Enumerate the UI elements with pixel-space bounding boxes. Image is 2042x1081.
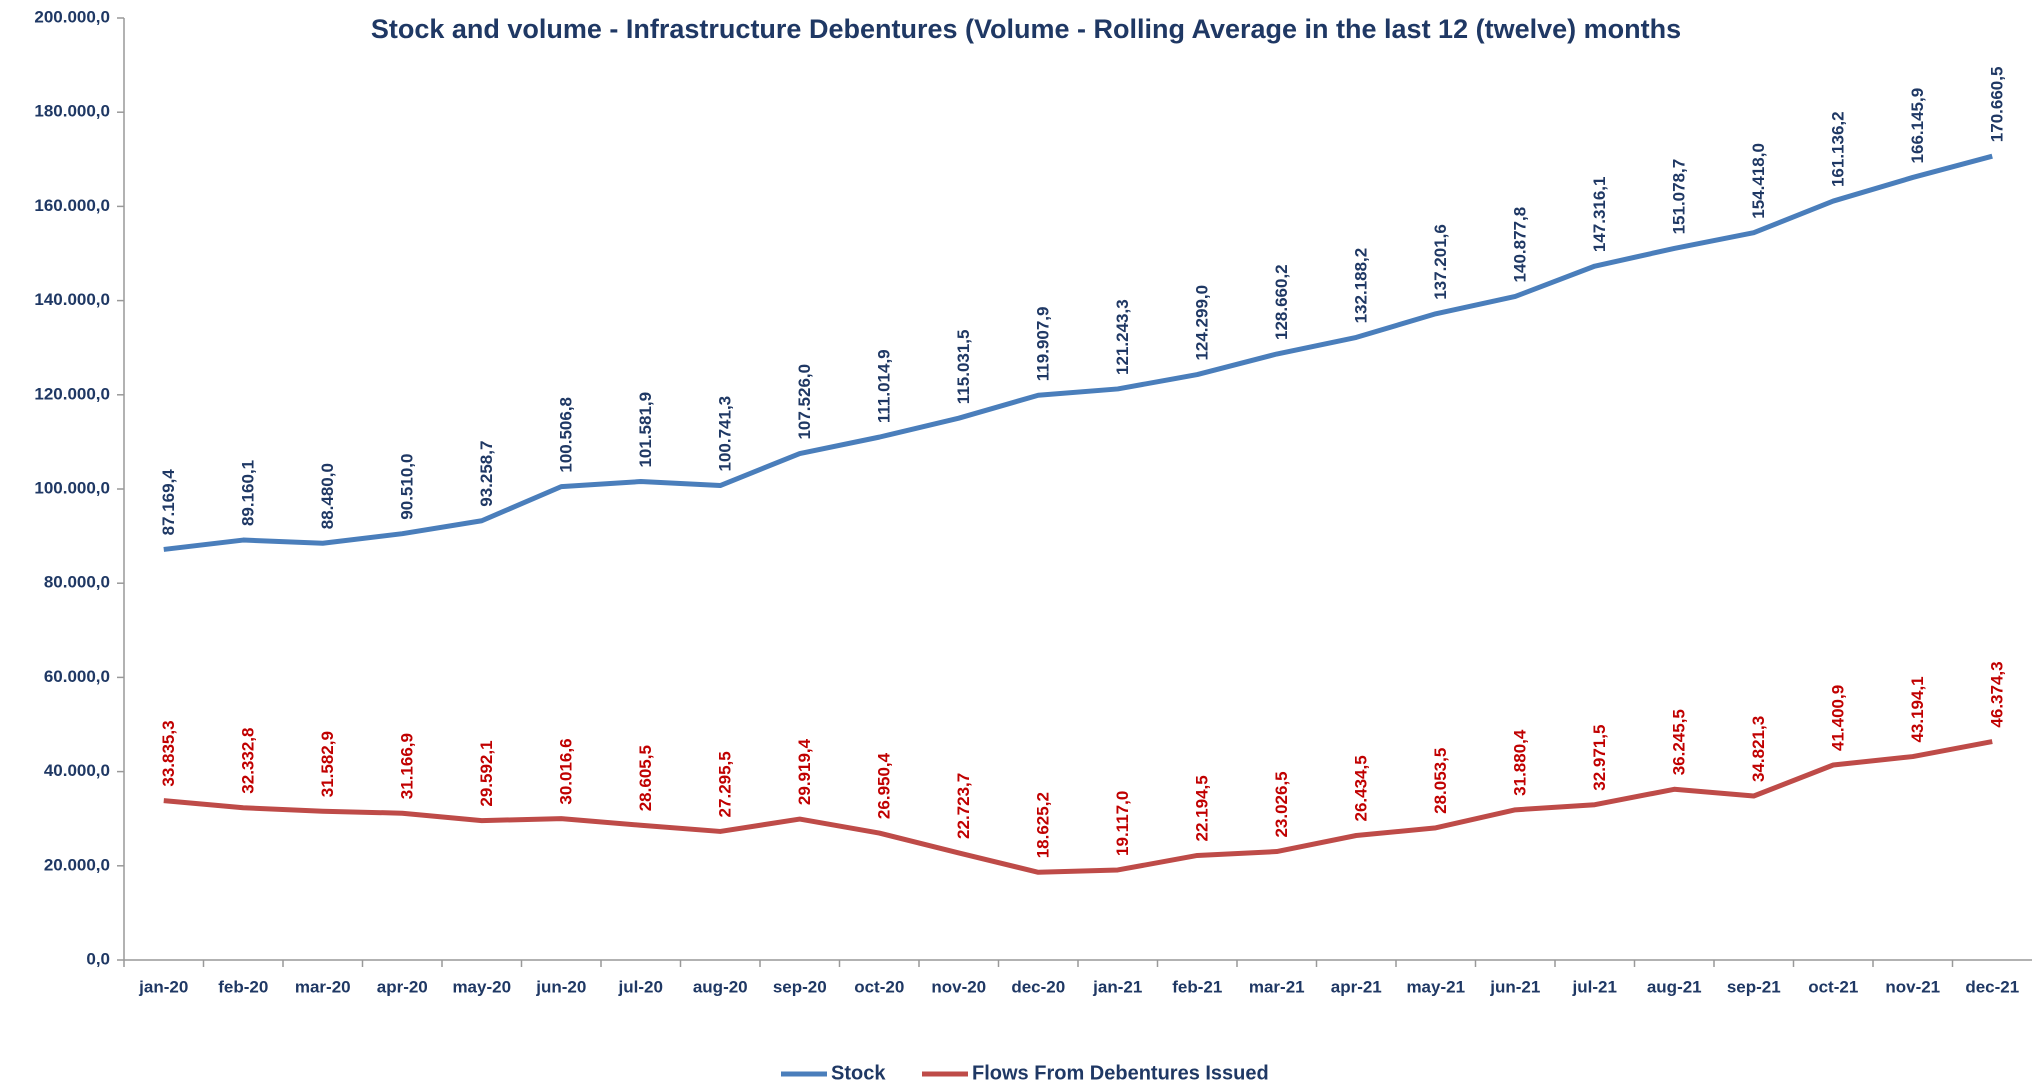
data-label: 101.581,9	[636, 392, 655, 468]
data-label: 100.741,3	[716, 396, 735, 472]
data-label: 154.418,0	[1749, 143, 1768, 219]
data-label: 27.295,5	[716, 751, 735, 817]
x-tick-label: aug-20	[693, 977, 748, 996]
data-label: 19.117,0	[1113, 791, 1132, 856]
data-label: 43.194,1	[1908, 676, 1927, 742]
data-label: 29.919,4	[795, 738, 814, 805]
data-label: 26.950,4	[875, 752, 894, 819]
data-label: 170.660,5	[1988, 67, 2007, 143]
data-label: 22.723,7	[954, 773, 973, 839]
x-tick-label: may-21	[1406, 977, 1465, 996]
data-label: 100.506,8	[557, 397, 576, 473]
data-label: 33.835,3	[159, 720, 178, 786]
y-tick-label: 60.000,0	[44, 667, 110, 686]
x-tick-label: nov-21	[1885, 977, 1940, 996]
data-label: 31.582,9	[318, 731, 337, 797]
y-tick-label: 120.000,0	[34, 384, 110, 403]
x-tick-label: feb-20	[218, 977, 268, 996]
data-label: 121.243,3	[1113, 299, 1132, 375]
data-label: 36.245,5	[1670, 709, 1689, 775]
y-tick-label: 180.000,0	[34, 102, 110, 121]
data-label: 93.258,7	[477, 441, 496, 507]
data-label: 140.877,8	[1511, 207, 1530, 283]
y-tick-label: 100.000,0	[34, 478, 110, 497]
x-tick-label: apr-21	[1331, 977, 1382, 996]
data-label: 32.971,5	[1590, 725, 1609, 791]
data-label: 124.299,0	[1193, 285, 1212, 361]
data-label: 147.316,1	[1590, 177, 1609, 253]
series-line	[163, 153, 1993, 552]
y-tick-label: 20.000,0	[44, 855, 110, 874]
y-tick-label: 160.000,0	[34, 196, 110, 215]
x-tick-label: sep-20	[773, 977, 827, 996]
data-label: 28.053,5	[1431, 748, 1450, 814]
legend-label: Flows From Debentures Issued	[972, 1062, 1269, 1081]
data-label: 46.374,3	[1988, 661, 2007, 727]
x-tick-label: apr-20	[377, 977, 428, 996]
data-label: 107.526,0	[795, 364, 814, 440]
x-tick-label: jan-20	[138, 977, 188, 996]
x-tick-label: feb-21	[1172, 977, 1222, 996]
data-label: 89.160,1	[239, 460, 258, 526]
data-label: 87.169,4	[159, 469, 178, 536]
data-label: 119.907,9	[1034, 307, 1053, 382]
x-tick-label: mar-20	[295, 977, 351, 996]
y-tick-label: 140.000,0	[34, 290, 110, 309]
legend-label: Stock	[831, 1062, 886, 1081]
x-tick-label: nov-20	[931, 977, 986, 996]
data-label: 137.201,6	[1431, 224, 1450, 300]
data-label: 115.031,5	[954, 329, 973, 404]
x-tick-label: jun-21	[1489, 977, 1540, 996]
data-label: 23.026,5	[1272, 771, 1291, 837]
data-label: 22.194,5	[1193, 775, 1212, 841]
data-label: 90.510,0	[398, 454, 417, 520]
x-tick-label: oct-21	[1808, 977, 1858, 996]
chart-title: Stock and volume - Infrastructure Debent…	[371, 14, 1681, 44]
data-label: 30.016,6	[557, 738, 576, 804]
data-label: 26.434,5	[1352, 755, 1371, 821]
x-tick-label: dec-20	[1011, 977, 1065, 996]
x-tick-label: jan-21	[1092, 977, 1142, 996]
data-label: 29.592,1	[477, 740, 496, 806]
data-label: 28.605,5	[636, 745, 655, 811]
data-label: 18.625,2	[1034, 792, 1053, 858]
x-tick-label: jul-20	[618, 977, 663, 996]
data-label: 31.166,9	[398, 733, 417, 799]
data-label: 32.332,8	[239, 728, 258, 794]
x-tick-label: sep-21	[1727, 977, 1781, 996]
data-label: 34.821,3	[1749, 716, 1768, 782]
data-label: 41.400,9	[1829, 685, 1848, 751]
y-tick-label: 0,0	[86, 949, 110, 968]
data-label: 166.145,9	[1908, 88, 1927, 164]
x-tick-label: mar-21	[1249, 977, 1305, 996]
data-label: 128.660,2	[1272, 264, 1291, 340]
data-label: 88.480,0	[318, 463, 337, 529]
x-tick-label: may-20	[452, 977, 511, 996]
x-tick-label: dec-21	[1965, 977, 2019, 996]
data-label: 132.188,2	[1352, 248, 1371, 324]
x-tick-label: aug-21	[1647, 977, 1702, 996]
data-label: 151.078,7	[1670, 159, 1689, 235]
y-tick-label: 200.000,0	[34, 7, 110, 26]
y-tick-label: 40.000,0	[44, 761, 110, 780]
x-tick-label: oct-20	[854, 977, 904, 996]
x-tick-label: jul-21	[1572, 977, 1617, 996]
series-line	[163, 739, 1993, 875]
data-label: 31.880,4	[1511, 729, 1530, 796]
y-tick-label: 80.000,0	[44, 573, 110, 592]
x-tick-label: jun-20	[535, 977, 586, 996]
data-label: 111.014,9	[875, 349, 894, 423]
data-label: 161.136,2	[1829, 111, 1848, 187]
